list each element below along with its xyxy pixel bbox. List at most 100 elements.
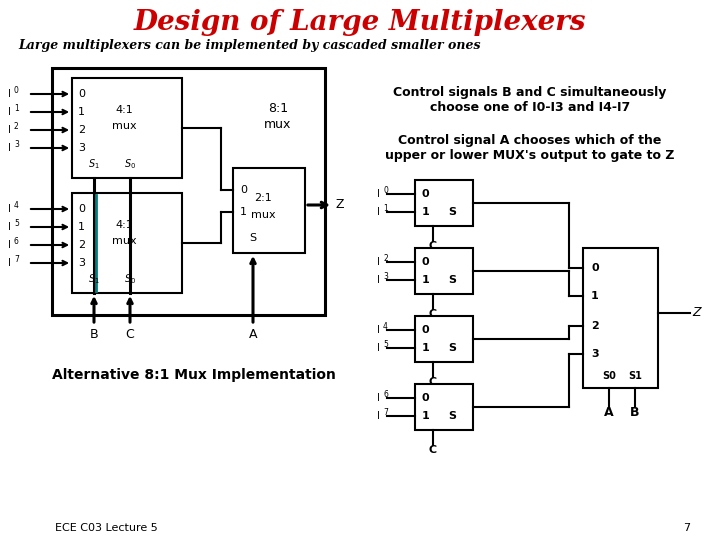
- Text: C: C: [429, 309, 437, 319]
- Text: 0: 0: [78, 204, 85, 214]
- Text: A: A: [604, 407, 614, 420]
- Text: S: S: [448, 343, 456, 353]
- Text: I: I: [8, 143, 11, 153]
- Text: I: I: [8, 107, 11, 117]
- Text: 1: 1: [383, 204, 388, 213]
- Text: 2: 2: [14, 122, 19, 131]
- Bar: [72, 78, 182, 178]
- Text: 0: 0: [591, 263, 598, 273]
- Text: 6: 6: [14, 237, 19, 246]
- Text: I: I: [377, 411, 380, 421]
- Text: I: I: [377, 393, 380, 403]
- Text: I: I: [377, 343, 380, 353]
- Text: 0: 0: [422, 393, 430, 403]
- Text: Control signals B and C simultaneously
choose one of I0-I3 and I4-I7: Control signals B and C simultaneously c…: [393, 86, 667, 114]
- Text: 3: 3: [383, 272, 388, 281]
- Text: 2: 2: [383, 254, 388, 263]
- Text: Control signal A chooses which of the
upper or lower MUX's output to gate to Z: Control signal A chooses which of the up…: [385, 134, 675, 162]
- Text: C: C: [429, 445, 437, 455]
- Text: 7: 7: [14, 255, 19, 264]
- Text: 1: 1: [422, 207, 430, 217]
- Text: Large multiplexers can be implemented by cascaded smaller ones: Large multiplexers can be implemented by…: [19, 39, 481, 52]
- Text: I: I: [8, 89, 11, 99]
- Text: I: I: [377, 257, 380, 267]
- Text: $S_0$: $S_0$: [124, 272, 136, 286]
- Text: 0: 0: [383, 186, 388, 195]
- Text: $S_1$: $S_1$: [88, 272, 100, 286]
- Text: 3: 3: [14, 140, 19, 149]
- Text: S0: S0: [602, 371, 616, 381]
- Text: mux: mux: [264, 118, 292, 131]
- Text: S1: S1: [628, 371, 642, 381]
- Bar: [415, 384, 473, 430]
- Text: 0: 0: [240, 185, 247, 195]
- Text: 7: 7: [383, 408, 388, 417]
- Text: I: I: [8, 258, 11, 268]
- Text: Alternative 8:1 Mux Implementation: Alternative 8:1 Mux Implementation: [52, 368, 336, 382]
- Text: 3: 3: [591, 349, 598, 359]
- Text: I: I: [8, 204, 11, 214]
- Text: I: I: [377, 275, 380, 285]
- Text: S: S: [249, 233, 256, 243]
- Text: B: B: [90, 328, 99, 341]
- Text: I: I: [377, 189, 380, 199]
- Text: 0: 0: [14, 86, 19, 95]
- Text: 4:1: 4:1: [115, 220, 133, 230]
- Text: 0: 0: [422, 257, 430, 267]
- Bar: [72, 193, 182, 293]
- Text: I: I: [8, 222, 11, 232]
- Text: C: C: [429, 377, 437, 387]
- Text: 5: 5: [14, 219, 19, 228]
- Text: 6: 6: [383, 390, 388, 399]
- Text: 5: 5: [383, 340, 388, 349]
- Text: 2: 2: [78, 240, 85, 250]
- Text: 0: 0: [422, 325, 430, 335]
- Text: 1: 1: [14, 104, 19, 113]
- Text: Z: Z: [335, 199, 343, 212]
- Text: 2: 2: [591, 321, 599, 331]
- Text: Design of Large Multiplexers: Design of Large Multiplexers: [134, 9, 586, 36]
- Text: C: C: [429, 241, 437, 251]
- Text: 2: 2: [78, 125, 85, 135]
- Text: S: S: [448, 207, 456, 217]
- Text: 0: 0: [422, 189, 430, 199]
- Text: 3: 3: [78, 143, 85, 153]
- Text: I: I: [8, 240, 11, 250]
- Text: 3: 3: [78, 258, 85, 268]
- Text: 1: 1: [591, 291, 599, 301]
- Text: 8:1: 8:1: [268, 102, 288, 114]
- Text: C: C: [125, 328, 135, 341]
- Text: 4: 4: [14, 201, 19, 210]
- Text: Z: Z: [692, 307, 701, 320]
- Text: $S_1$: $S_1$: [88, 157, 100, 171]
- Bar: [415, 316, 473, 362]
- Text: mux: mux: [112, 236, 136, 246]
- Bar: [415, 180, 473, 226]
- Text: 4:1: 4:1: [115, 105, 133, 115]
- Text: 1: 1: [422, 275, 430, 285]
- Bar: [415, 248, 473, 294]
- Text: 1: 1: [422, 343, 430, 353]
- Text: 1: 1: [240, 207, 247, 217]
- Text: B: B: [630, 407, 640, 420]
- Text: S: S: [448, 411, 456, 421]
- Text: 1: 1: [78, 222, 85, 232]
- Bar: [233, 168, 305, 253]
- Text: 1: 1: [422, 411, 430, 421]
- Text: S: S: [448, 275, 456, 285]
- Text: I: I: [377, 325, 380, 335]
- Text: 2:1: 2:1: [254, 193, 272, 203]
- Text: 4: 4: [383, 322, 388, 331]
- Text: 7: 7: [683, 523, 690, 533]
- Text: A: A: [248, 328, 257, 341]
- Bar: [52, 68, 325, 315]
- Text: $S_0$: $S_0$: [124, 157, 136, 171]
- Bar: [583, 248, 658, 388]
- Text: 1: 1: [78, 107, 85, 117]
- Text: I: I: [377, 207, 380, 217]
- Text: mux: mux: [251, 210, 275, 220]
- Text: mux: mux: [112, 121, 136, 131]
- Text: I: I: [8, 125, 11, 135]
- Text: ECE C03 Lecture 5: ECE C03 Lecture 5: [55, 523, 158, 533]
- Text: 0: 0: [78, 89, 85, 99]
